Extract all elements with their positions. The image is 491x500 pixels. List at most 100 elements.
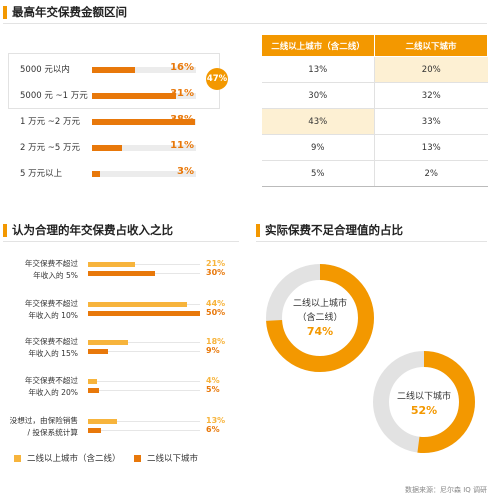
bar-row: 1 万元 ~2 万元 38% bbox=[0, 114, 250, 130]
group-category-line: 年收入的 5% bbox=[33, 271, 78, 280]
bar-value-label: 18% bbox=[206, 337, 226, 346]
bar-value-label: 4% bbox=[206, 376, 220, 385]
table-header-tier2: 二线以下城市 bbox=[374, 34, 488, 57]
bar-track bbox=[88, 351, 200, 352]
section-marker bbox=[3, 223, 7, 237]
group-category-line: 没想过，由保险销售 bbox=[9, 416, 78, 425]
bar-group: 年交保费不超过年收入的 5% 21% 30% bbox=[0, 258, 240, 286]
bar-value-label: 30% bbox=[206, 268, 226, 277]
bar bbox=[88, 262, 136, 267]
section-marker bbox=[3, 5, 7, 19]
highlight-box bbox=[8, 53, 220, 109]
section-header-premium-ratio: 认为合理的年交保费占收入之比 bbox=[3, 221, 173, 239]
table-cell: 13% bbox=[374, 134, 488, 161]
section-header-insufficient: 实际保费不足合理值的占比 bbox=[256, 221, 403, 239]
table-header-tier1: 二线以上城市（含二线） bbox=[261, 34, 375, 57]
bar-group: 没想过，由保险销售 / 投保系统计算 13% 6% bbox=[0, 415, 240, 443]
donut-tier1-name-line2: （含二线） bbox=[297, 313, 343, 323]
bar-track bbox=[92, 119, 196, 125]
table-cell: 9% bbox=[261, 134, 375, 161]
bar bbox=[88, 428, 102, 433]
table-header-row: 二线以上城市（含二线） 二线以下城市 bbox=[261, 34, 488, 57]
bar bbox=[88, 271, 156, 276]
table-row: 9% 13% bbox=[261, 134, 488, 161]
section-marker bbox=[256, 223, 260, 237]
bar-track bbox=[88, 264, 200, 265]
table-row: 30% 32% bbox=[261, 82, 488, 109]
donut-tier1-name-line1: 二线以上城市 bbox=[292, 299, 347, 309]
bar-row: 5 万元以上 3% bbox=[0, 166, 250, 182]
bar-track bbox=[92, 93, 196, 99]
table-cell: 5% bbox=[261, 160, 375, 187]
bar-track bbox=[88, 430, 200, 431]
bar-group: 年交保费不超过 年收入的 10% 44% 50% bbox=[0, 298, 240, 326]
group-category-line: / 投保系统计算 bbox=[27, 428, 78, 437]
bar-row: 5000 元 ~1 万元 31% bbox=[0, 88, 250, 104]
section-title-max-premium: 最高年交保费金额区间 bbox=[12, 5, 127, 19]
bar bbox=[88, 302, 187, 307]
table-cell: 30% bbox=[261, 82, 375, 109]
bar-value-label: 6% bbox=[206, 425, 220, 434]
source-note: 数据来源：尼尔森 IQ 调研 bbox=[404, 486, 487, 494]
bar-category-label: 2 万元 ~5 万元 bbox=[20, 143, 81, 153]
bar bbox=[92, 67, 136, 73]
donut-tier1-arc bbox=[266, 264, 374, 372]
bar bbox=[88, 388, 100, 393]
table-row: 5% 2% bbox=[261, 160, 488, 187]
city-tier-table: 二线以上城市（含二线） 二线以下城市 13% 20% 30% 32% 43% 33% 9% 1… bbox=[261, 34, 488, 187]
bar-value-label: 9% bbox=[206, 346, 220, 355]
bar-group: 年交保费不超过 年收入的 20% 4% 5% bbox=[0, 375, 240, 403]
group-category-label: 年交保费不超过 年收入的 15% bbox=[6, 336, 78, 360]
bar bbox=[88, 340, 129, 345]
table-cell: 13% bbox=[261, 56, 375, 83]
bar-value-label: 3% bbox=[177, 166, 194, 177]
bar-track bbox=[92, 67, 196, 73]
bar-category-label: 1 万元 ~2 万元 bbox=[20, 117, 81, 127]
donut-tier2 bbox=[373, 351, 475, 453]
bar bbox=[88, 349, 109, 354]
legend-tier2: 二线以下城市 bbox=[134, 451, 198, 465]
group-category-label: 年交保费不超过 年收入的 20% bbox=[6, 375, 78, 399]
bar-value-label: 44% bbox=[206, 299, 226, 308]
section-underline bbox=[256, 241, 487, 242]
combined-percent-bubble: 47% bbox=[206, 68, 228, 90]
group-category-line: 年交保费不超过 bbox=[24, 337, 78, 346]
section-header-max-premium: 最高年交保费金额区间 bbox=[3, 3, 127, 21]
section-underline bbox=[3, 23, 487, 24]
bar-value-label: 21% bbox=[206, 259, 226, 268]
table-cell: 2% bbox=[374, 160, 488, 187]
bar-category-label: 5 万元以上 bbox=[20, 169, 63, 179]
bar-track bbox=[92, 171, 196, 177]
group-category-line: 年交保费不超过 bbox=[24, 376, 78, 385]
table-cell: 20% bbox=[374, 56, 488, 83]
section-title-premium-ratio: 认为合理的年交保费占收入之比 bbox=[12, 223, 173, 237]
bar bbox=[92, 119, 195, 125]
legend-tier1: 二线以上城市（含二线） bbox=[14, 451, 121, 465]
donut-tier1 bbox=[266, 264, 374, 372]
group-category-line: 年交保费不超过 bbox=[24, 259, 78, 268]
bar bbox=[92, 93, 176, 99]
donut-tier1-label: 二线以上城市 （含二线） 74% bbox=[270, 297, 370, 339]
bar-value-label: 50% bbox=[206, 308, 226, 317]
bar-value-label: 31% bbox=[170, 88, 194, 99]
bar-row: 2 万元 ~5 万元 11% bbox=[0, 140, 250, 156]
bar bbox=[88, 311, 200, 316]
bar-value-label: 5% bbox=[206, 385, 220, 394]
table-row: 13% 20% bbox=[261, 56, 488, 83]
group-category-line: 年交保费不超过 bbox=[24, 299, 78, 308]
bar-track bbox=[88, 381, 200, 382]
bar bbox=[92, 145, 122, 151]
group-category-line: 年收入的 20% bbox=[28, 388, 78, 397]
bar bbox=[92, 171, 101, 177]
legend-swatch-tier1 bbox=[14, 454, 21, 462]
legend-label-tier2: 二线以下城市 bbox=[147, 454, 199, 464]
table-row: 43% 33% bbox=[261, 108, 488, 135]
bar bbox=[88, 419, 118, 424]
table-cell: 43% bbox=[261, 108, 375, 135]
bar-category-label: 5000 元以内 bbox=[20, 65, 70, 75]
section-underline bbox=[3, 241, 239, 242]
bar bbox=[88, 379, 97, 384]
bar-category-label: 5000 元 ~1 万元 bbox=[20, 91, 88, 101]
bar-row: 5000 元以内 16% bbox=[0, 62, 250, 78]
group-category-line: 年收入的 15% bbox=[28, 349, 78, 358]
